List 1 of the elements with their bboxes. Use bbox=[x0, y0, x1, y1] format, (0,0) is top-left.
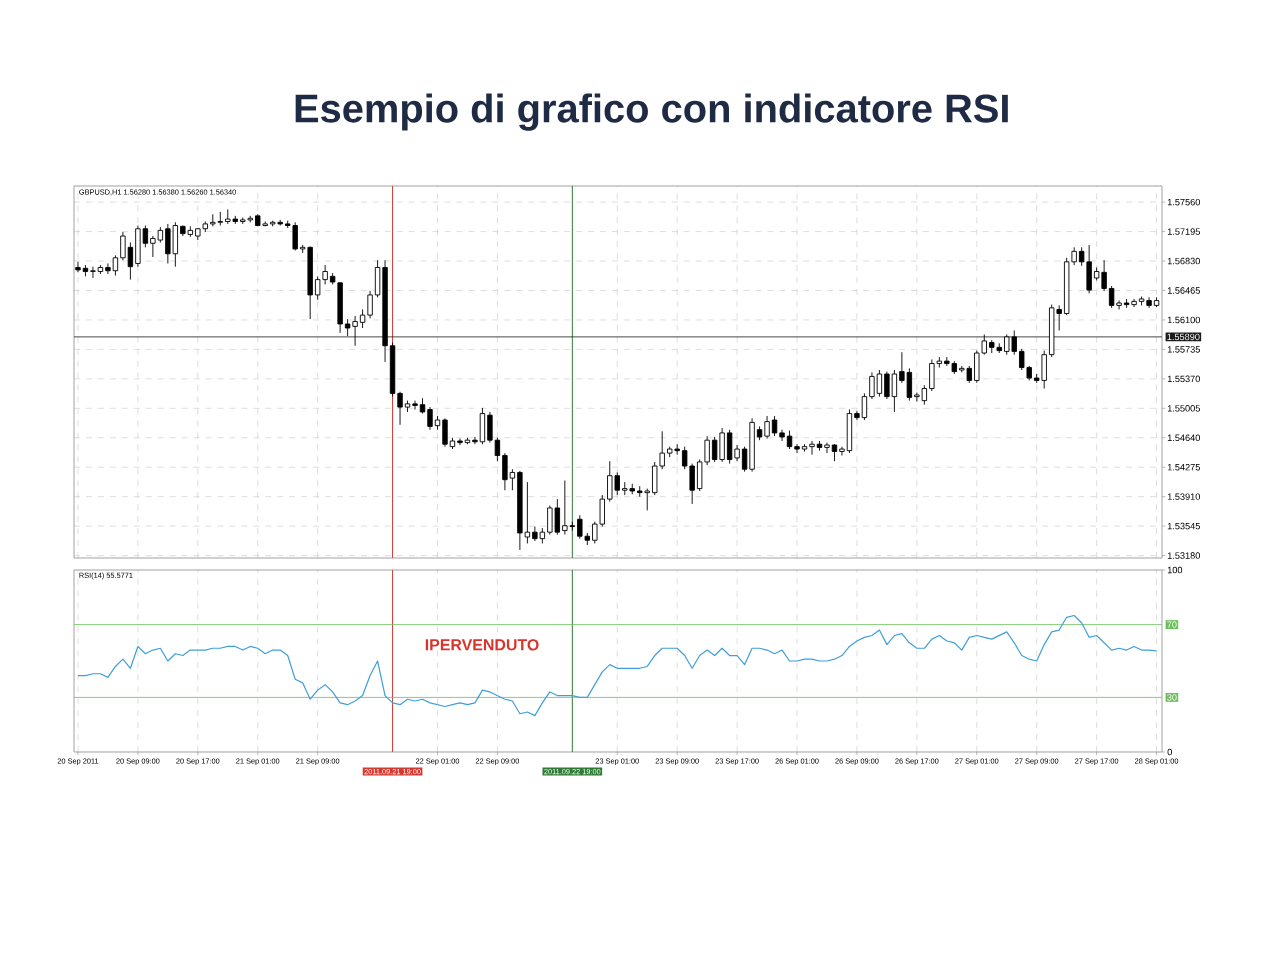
chart-title: Esempio di grafico con indicatore RSI bbox=[295, 93, 1008, 131]
